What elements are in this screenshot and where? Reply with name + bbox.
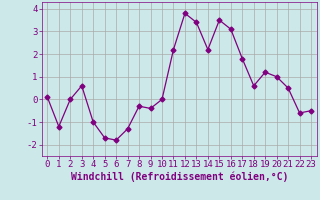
X-axis label: Windchill (Refroidissement éolien,°C): Windchill (Refroidissement éolien,°C) xyxy=(70,172,288,182)
